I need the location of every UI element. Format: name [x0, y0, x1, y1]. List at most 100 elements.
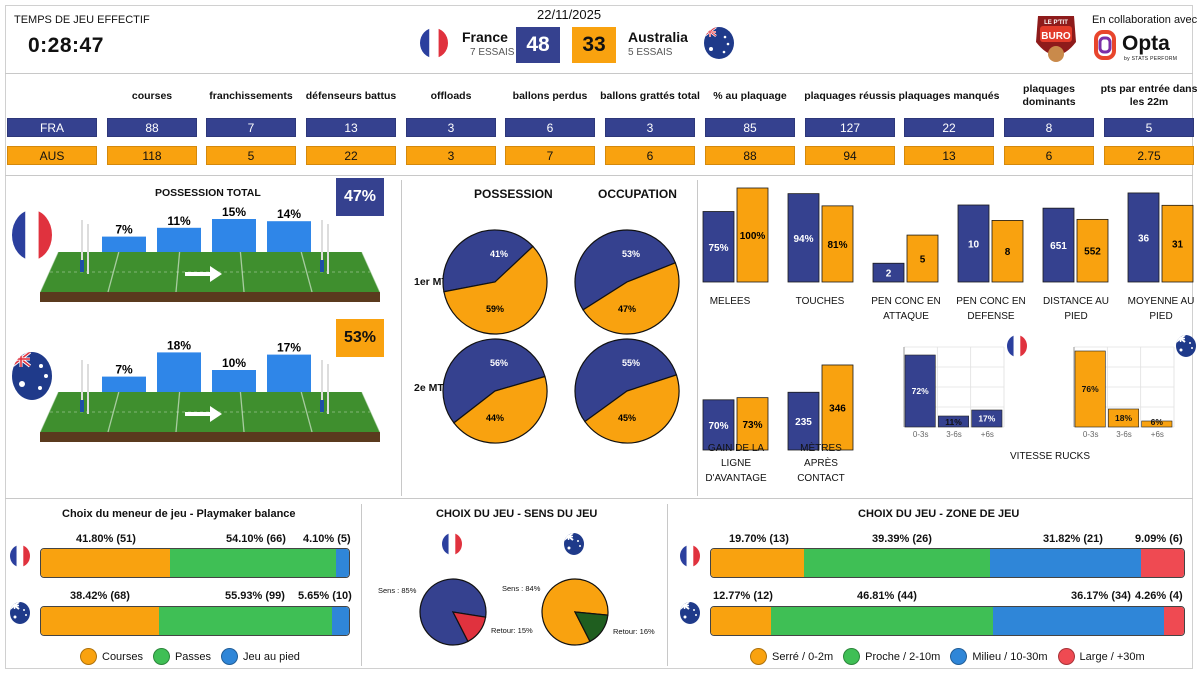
- opta-logo-text: Opta: [1122, 32, 1170, 55]
- pie-slice-france: [442, 229, 534, 293]
- field-line: [239, 251, 245, 293]
- opta-logo-icon: [1094, 30, 1116, 60]
- france-flag-icon: [442, 533, 462, 555]
- playmaker-title: Choix du meneur de jeu - Playmaker balan…: [62, 508, 296, 520]
- stat-bar-australia: [736, 397, 769, 451]
- vitesse-rucks-charts: 72% 0-3s 11% 3-6s 17% +6s 76% 0-3s 18% 3-6s 6% +6s: [903, 346, 1175, 439]
- pie-slice-france: [442, 338, 546, 424]
- zone-fra-serre-label: 19.70% (13): [729, 533, 789, 545]
- stat-header: plaquages dominants: [1022, 83, 1076, 108]
- stat-bar-australia: [1161, 204, 1194, 283]
- zone-fra-large-label: 9.09% (6): [1135, 533, 1183, 545]
- stat-cell: 8: [1004, 118, 1094, 137]
- stat-header: ballons grattés total: [600, 89, 700, 102]
- stat-cell: 3: [406, 118, 496, 137]
- fra-zone-bar: [267, 221, 311, 252]
- zone-aus-milieu-label: 36.17% (34): [1071, 590, 1131, 602]
- sens-aus-retour: Retour: 16%: [613, 627, 655, 636]
- pie-slice-australia: [443, 245, 548, 335]
- zone-fra-milieu-label: 31.82% (21): [1043, 533, 1103, 545]
- stat-bars: 75% 100% 94% 81% 2 5 10 8 651 552 36 31 70% 73% 235 346: [702, 187, 1194, 451]
- fra-zone-label: 15%: [222, 205, 246, 219]
- playmaker-aus-passes-label: 55.93% (99): [225, 590, 285, 602]
- buro-logo: LE P'TIT BURO: [1032, 12, 1080, 68]
- stat-bar-label-france: 36: [1138, 233, 1150, 244]
- away-tries: 5 ESSAIS: [628, 47, 673, 58]
- zone-fra-segment: [990, 549, 1141, 577]
- pie-slice-france: [574, 338, 678, 423]
- stat-bar-france: [787, 391, 820, 451]
- vitesse-label-australia: 6%: [1151, 417, 1164, 427]
- playmaker-aus-pied-label: 5.65% (10): [298, 590, 352, 602]
- playmaker-aus-segment: [331, 607, 349, 635]
- stat-bar-label-australia: 100%: [740, 231, 766, 242]
- pie-label-australia: 45%: [618, 413, 636, 423]
- field-line: [39, 251, 59, 293]
- vitesse-bar-australia: [1074, 350, 1106, 428]
- playmaker-legend: Courses Passes Jeu au pied: [70, 648, 300, 665]
- stat-label-pen-attaque: PEN CONC EN ATTAQUE: [871, 296, 941, 322]
- playmaker-fra-pied-label: 4.10% (5): [303, 533, 351, 545]
- pie-label-australia: 47%: [618, 304, 636, 314]
- australia-flag-icon: [10, 602, 30, 624]
- post-pad: [80, 400, 84, 412]
- collab-text: En collaboration avec: [1092, 14, 1198, 26]
- legend-proche-swatch: [843, 648, 861, 665]
- pie-row-label-2: 2e MT: [414, 382, 444, 394]
- legend-large-swatch: [1057, 648, 1075, 665]
- playmaker-aus-courses-label: 38.42% (68): [70, 590, 130, 602]
- stat-cell: 6: [505, 118, 595, 137]
- pie-label-france: 53%: [622, 249, 640, 259]
- pie-slice-australia: [582, 262, 680, 335]
- stat-bar-label-france: 235: [795, 417, 812, 428]
- stat-header: offloads: [430, 89, 472, 102]
- france-flag-icon: [420, 28, 448, 58]
- field-line: [175, 251, 181, 293]
- legend-serre-swatch: [750, 648, 767, 665]
- legend-pied: Jeu au pied: [243, 650, 300, 663]
- playmaker-fra-bar: [40, 548, 350, 578]
- field-line: [300, 251, 313, 293]
- svg-text:LE P'TIT: LE P'TIT: [1044, 20, 1068, 26]
- zone-aus-segment: [1163, 607, 1184, 635]
- field-line: [300, 391, 313, 433]
- field-line: [361, 251, 381, 293]
- post-pad: [320, 260, 324, 272]
- playmaker-aus-bar: [40, 606, 350, 636]
- home-team-name: France: [462, 29, 508, 45]
- playmaker-fra-courses-label: 41.80% (51): [76, 533, 136, 545]
- field-line: [239, 391, 245, 433]
- pie-slice-australia: [453, 375, 548, 444]
- vitesse-tick: 0-3s: [913, 430, 929, 439]
- possession-total-title: POSSESSION TOTAL: [155, 187, 261, 199]
- stat-cell: 7: [505, 146, 595, 165]
- aus-zone-label: 17%: [277, 341, 301, 355]
- stat-bar-australia: [906, 234, 939, 283]
- vitesse-tick: 3-6s: [1116, 430, 1132, 439]
- divider: [5, 73, 1193, 74]
- pie-label-france: 41%: [490, 249, 508, 259]
- stat-bar-label-france: 10: [968, 240, 980, 251]
- pie-slice-france: [574, 229, 677, 311]
- pie-charts: 41% 59% 56% 44% 53% 47% 55% 45%: [442, 229, 680, 444]
- australia-flag-icon: [1176, 335, 1196, 357]
- stat-cell: 88: [107, 118, 197, 137]
- vitesse-label-france: 11%: [945, 417, 962, 427]
- zone-title: CHOIX DU JEU - ZONE DE JEU: [858, 508, 1020, 520]
- aus-zone-label: 7%: [115, 363, 133, 377]
- stat-label-moyenne-pied: MOYENNE AU PIED: [1127, 296, 1195, 322]
- direction-arrow-icon: [185, 406, 222, 422]
- vitesse-bar-france: [904, 354, 936, 428]
- france-flag-icon: [10, 545, 30, 567]
- stat-bar-label-france: 2: [886, 269, 892, 280]
- sens-aus-sens: Sens : 84%: [502, 584, 541, 593]
- france-flag-icon: [680, 545, 700, 567]
- stat-cell: 3: [406, 146, 496, 165]
- legend-proche: Proche / 2-10m: [865, 650, 941, 663]
- post-pad: [80, 260, 84, 272]
- vitesse-tick: +6s: [1151, 430, 1164, 439]
- stat-bar-france: [957, 204, 990, 283]
- australia-flag-icon: [680, 602, 700, 624]
- fra-zone-label: 11%: [167, 214, 191, 228]
- field-soil: [40, 432, 380, 442]
